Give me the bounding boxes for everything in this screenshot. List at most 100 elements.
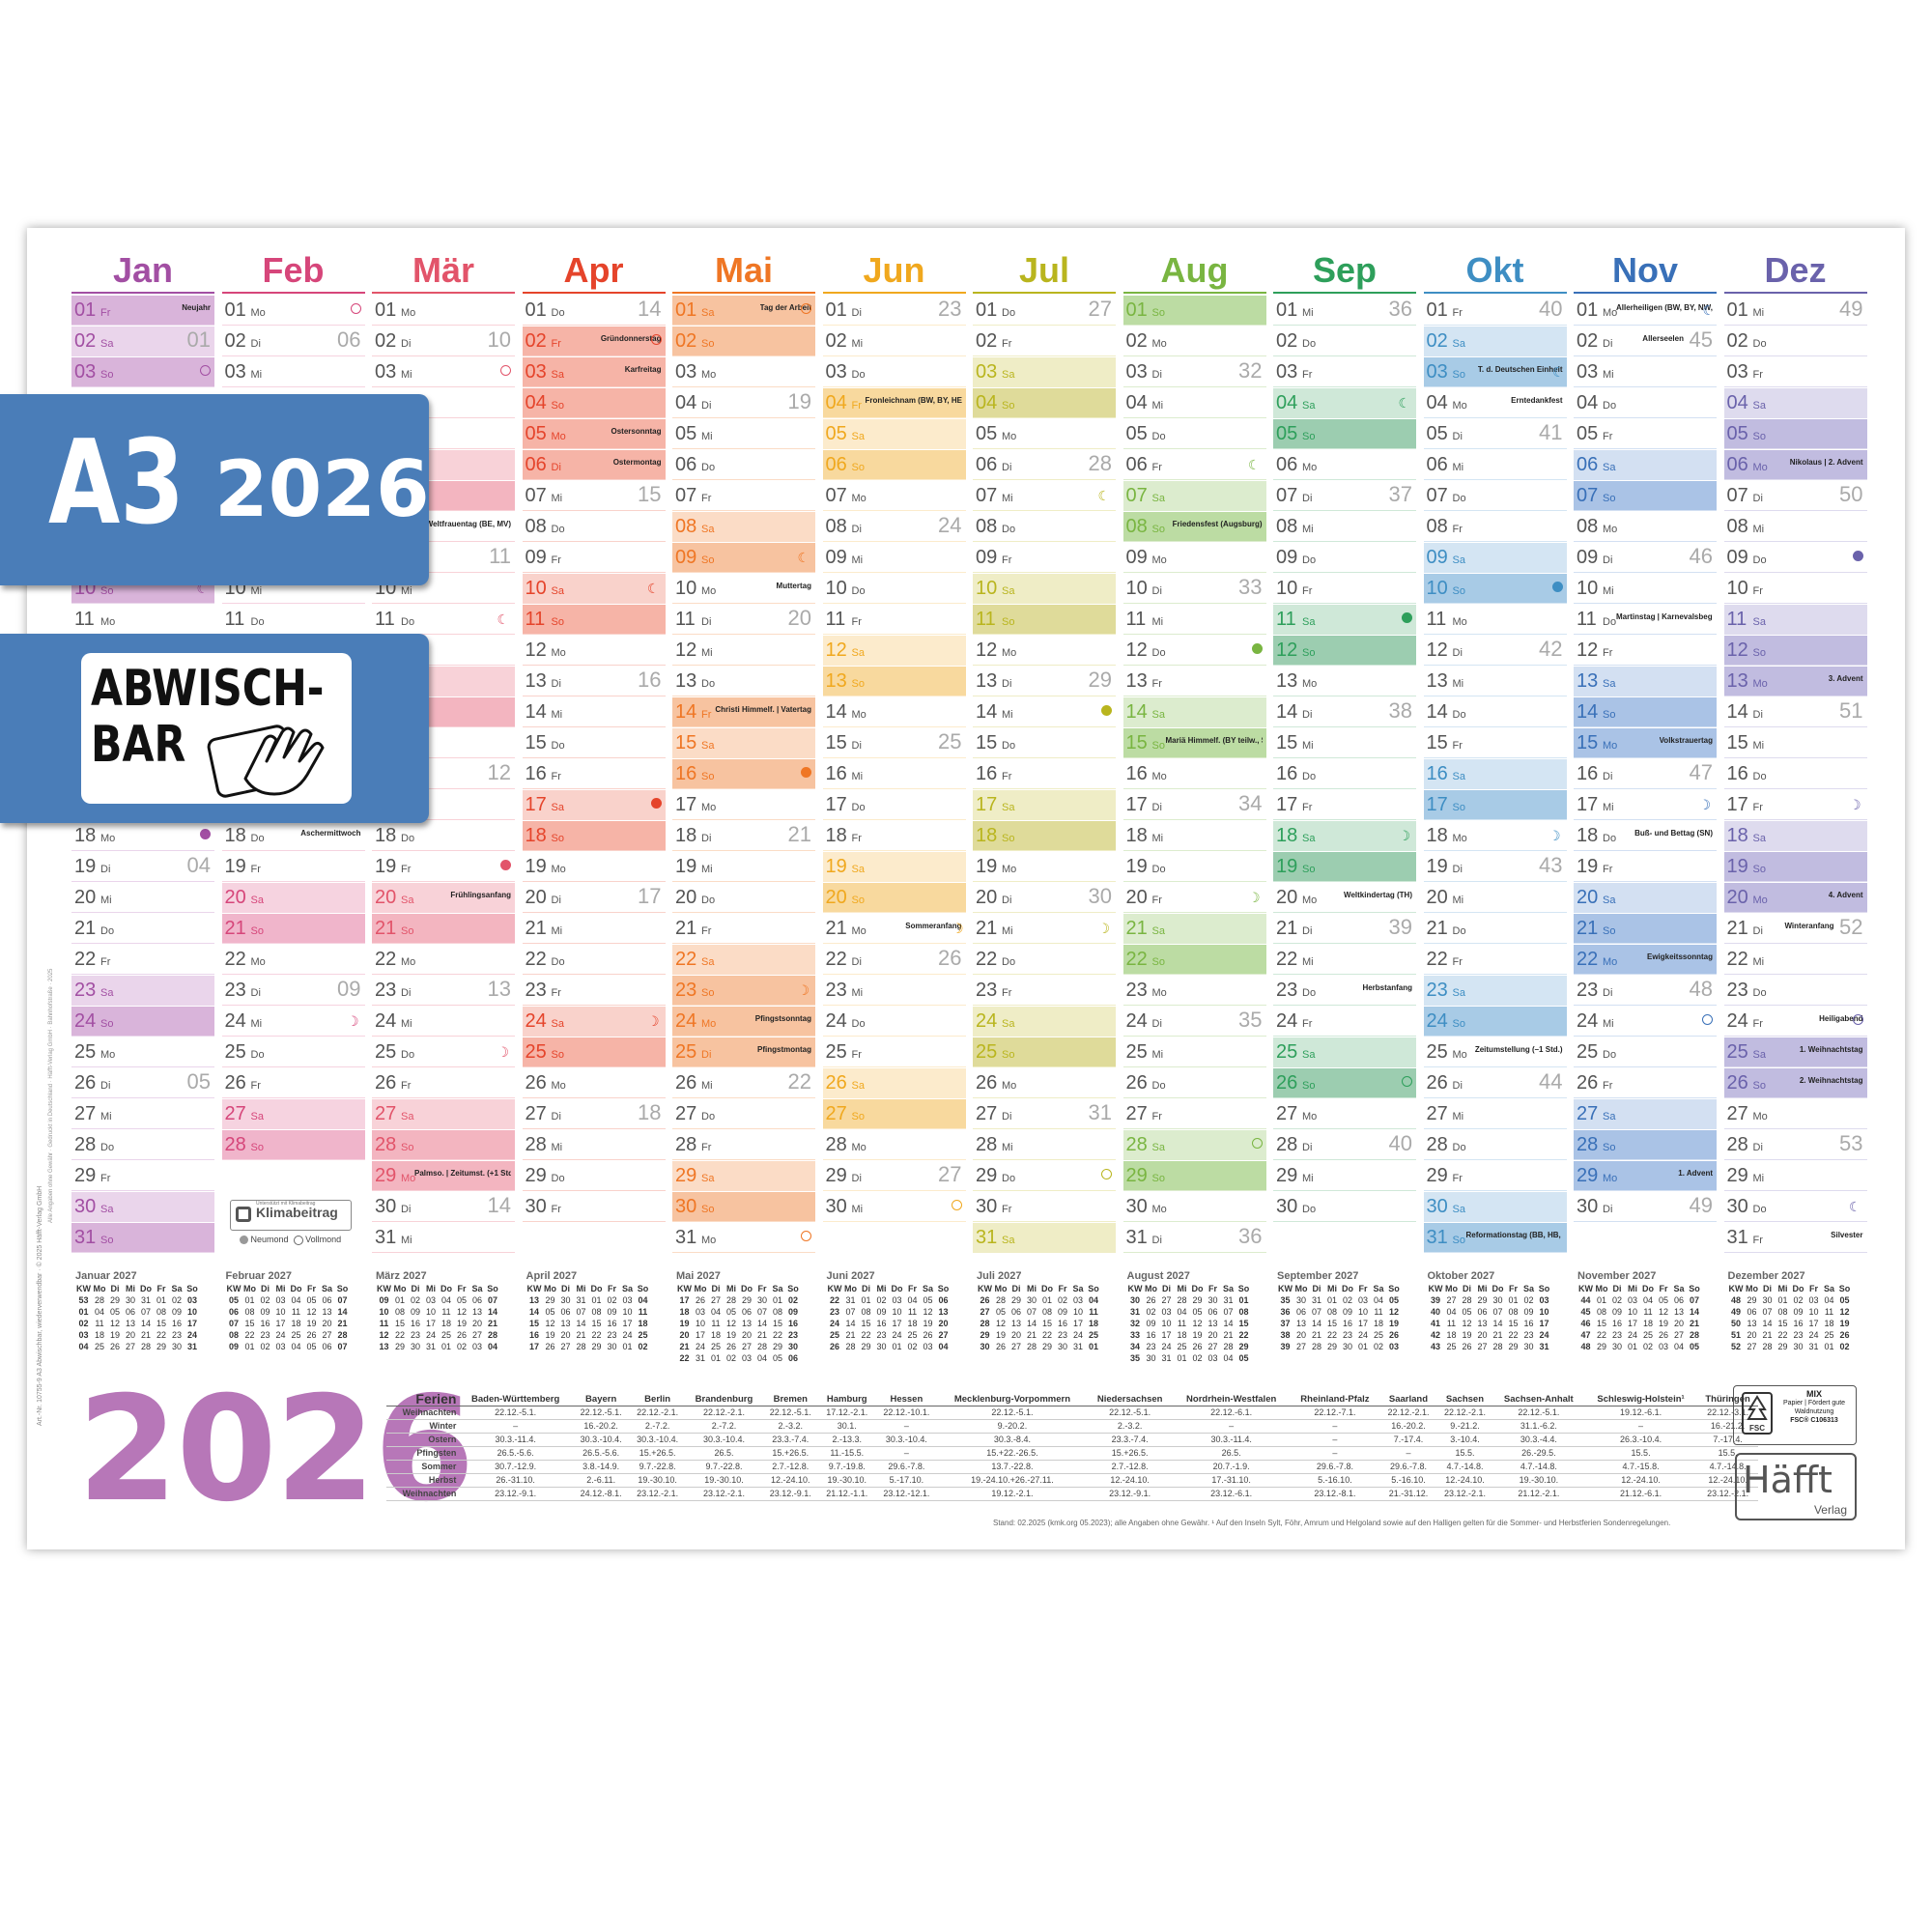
ferien-cell: –	[1290, 1419, 1380, 1434]
mini-cell: 11	[95, 1319, 104, 1328]
weekday: Sa	[551, 369, 564, 381]
mini-header-cell: Fr	[1058, 1284, 1067, 1293]
ferien-cell: 2.-7.2.	[685, 1419, 763, 1434]
new-moon-icon	[500, 860, 511, 870]
day-row: 22 Mo	[372, 945, 515, 975]
mini-cell: 15	[156, 1319, 166, 1328]
mini-cell: 11	[291, 1307, 301, 1317]
mini-cell: 15	[244, 1319, 255, 1328]
weekday: Di	[1151, 1235, 1162, 1246]
mini-cell: 27	[938, 1330, 949, 1340]
mini-header-cell: Mo	[243, 1284, 256, 1293]
mini-cell: 28	[1492, 1342, 1503, 1351]
mini-header-cell: Mo	[844, 1284, 857, 1293]
mini-cell: 11	[1824, 1307, 1834, 1317]
holiday-label: Weltkindertag (TH)	[1344, 891, 1412, 899]
day-row: 30 Mo	[1122, 1192, 1266, 1222]
ferien-cell: 2.-3.2.	[762, 1419, 819, 1434]
day-row: 16 So	[672, 759, 815, 789]
mini-cell: 09	[410, 1307, 420, 1317]
mini-cell: 01	[1508, 1295, 1519, 1305]
mini-header-cell: Do	[1041, 1284, 1053, 1293]
ferien-cell: –	[1379, 1446, 1437, 1461]
weekday: Mi	[1752, 740, 1765, 752]
day-number: 13	[1276, 670, 1298, 692]
mini-cell: 08	[244, 1307, 255, 1317]
day-row: 10 Di 33	[1122, 574, 1266, 604]
weekday: Fr	[551, 987, 561, 999]
weekday: Do	[1603, 400, 1617, 412]
mini-cell: 02	[260, 1342, 270, 1351]
weekday: So	[1452, 369, 1465, 381]
week-number: 37	[1388, 482, 1412, 506]
mini-cell: 29	[1508, 1342, 1519, 1351]
mini-cell: 22	[772, 1330, 782, 1340]
ferien-cell: 30.3.-10.4.	[685, 1433, 763, 1447]
ferien-row: Ostern 30.3.-11.4. 30.3.-10.4. 30.3.-10.4. 3…	[386, 1433, 1758, 1447]
mini-cell: 05	[1388, 1295, 1399, 1305]
mini-cell: 30	[1793, 1342, 1804, 1351]
day-row: 16 Do	[1723, 759, 1867, 789]
day-number: 12	[976, 639, 998, 661]
day-number: 19	[1726, 856, 1748, 877]
mini-cell: 19	[1658, 1319, 1668, 1328]
ferien-cell: 26.-29.5.	[1492, 1446, 1584, 1461]
day-number: 07	[825, 485, 847, 506]
mini-cell: 23	[1146, 1342, 1156, 1351]
day-number: 12	[675, 639, 697, 661]
mini-cell: 16	[171, 1319, 182, 1328]
day-number: 22	[1426, 949, 1448, 970]
holiday-label: 1. Weihnachtstag	[1799, 1045, 1863, 1054]
ferien-cell: 21.12.-2.1.	[1492, 1487, 1584, 1501]
day-row: 26 Mi 22	[672, 1068, 815, 1098]
mini-cell: 25	[291, 1330, 301, 1340]
weekday: Mi	[1151, 616, 1164, 628]
side-article-info: Art.-Nr. 10755-9 A3 Abwischbar, wiederve…	[37, 1185, 43, 1426]
mini-table: KW Mo Di Mi Do Fr Sa So 13 29 30 31 01 02 03 04 14 05 06 07…	[526, 1283, 651, 1352]
weekday: Di	[250, 987, 261, 999]
mini-cell: 47	[1580, 1330, 1591, 1340]
mini-cell: 12	[545, 1319, 555, 1328]
day-number: 28	[1125, 1134, 1148, 1155]
day-number: 02	[1726, 330, 1748, 352]
weekday: Fr	[1452, 524, 1463, 535]
month-name: Jun	[863, 250, 925, 290]
day-number: 27	[1276, 1103, 1298, 1124]
mini-cell: 29	[1596, 1342, 1606, 1351]
day-row: 31 Sa	[973, 1223, 1116, 1253]
day-row: 18 So	[973, 821, 1116, 851]
day-row: 13 Di 16	[522, 667, 666, 696]
day-row: 30 Sa	[71, 1192, 214, 1222]
mini-cell: 27	[1208, 1342, 1218, 1351]
full-moon-icon	[200, 365, 211, 376]
day-row: 12 Mo	[973, 636, 1116, 666]
mini-header-cell: KW	[677, 1284, 692, 1293]
day-row: 02 Mi	[822, 327, 966, 356]
weekday: Di	[1603, 987, 1613, 999]
ferien-row: Herbst 26.-31.10. 2.-6.11. 19.-30.10. 19.-30…	[386, 1473, 1758, 1488]
mini-header-cell: Mi	[275, 1284, 286, 1293]
mini-cell: 24	[1357, 1330, 1368, 1340]
day-number: 08	[1577, 516, 1599, 537]
day-number: 18	[1426, 825, 1448, 846]
week-number: 28	[1088, 451, 1112, 475]
mini-cell: 01	[861, 1295, 871, 1305]
mini-cell: 04	[1088, 1295, 1098, 1305]
day-row: 07 Di 37	[1273, 481, 1416, 511]
mini-cell: 16	[876, 1319, 887, 1328]
ferien-cell: 9.-21.2.	[1436, 1419, 1493, 1434]
mini-calendar: Juni 2027 KW Mo Di Mi Do Fr Sa So 22 31 01 02 03 04 05 0…	[827, 1269, 970, 1352]
day-row: 02 Fr Gründonnerstag	[522, 327, 666, 356]
day-number: 06	[1426, 454, 1448, 475]
weekday: Do	[250, 1049, 265, 1061]
day-row: 13 Mo	[1273, 667, 1416, 696]
mini-cell: 11	[638, 1307, 648, 1317]
ferien-cell: 11.-15.5.	[818, 1446, 875, 1461]
mini-cell: 19	[1462, 1330, 1472, 1340]
day-row: 23 Do	[1723, 976, 1867, 1006]
day-number: 19	[1577, 856, 1599, 877]
mini-cell: 26	[695, 1295, 705, 1305]
day-number: 05	[976, 423, 998, 444]
mini-cell: 11	[1643, 1307, 1653, 1317]
day-number: 18	[1125, 825, 1148, 846]
